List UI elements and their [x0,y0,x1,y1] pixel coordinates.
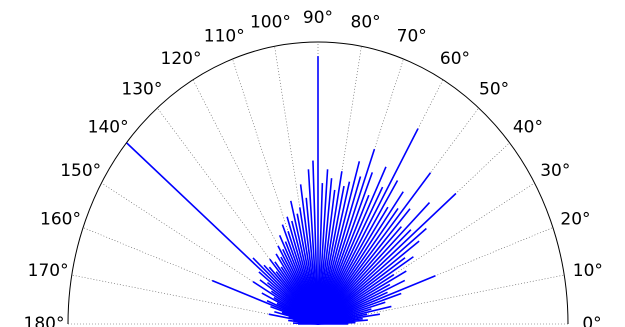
theta-tick-label: 60° [440,49,470,69]
theta-tick-label: 150° [60,161,101,181]
stem [317,275,436,325]
theta-tick-label: 180° [24,314,65,327]
stem [317,191,404,325]
theta-tick-label: 110° [204,26,245,46]
stem [317,172,374,325]
stem [317,180,399,325]
theta-tick-label: 10° [573,261,603,281]
theta-tick-label: 160° [40,209,81,229]
theta-tick-label: 120° [161,49,202,69]
stem [312,160,319,325]
theta-tick-label: 0° [582,314,601,327]
grid-line [274,46,319,325]
stem [125,142,319,325]
grid-line [317,46,362,325]
theta-tick-label: 30° [540,161,570,181]
theta-tick-label: 100° [250,13,291,33]
stem [317,166,387,325]
theta-tick-label: 70° [397,26,427,46]
theta-tick-label: 140° [88,117,129,137]
stem [317,227,427,325]
polar-frame [67,41,569,325]
stem [317,171,343,325]
stem [317,161,361,325]
theta-tick-label: 50° [479,80,509,100]
theta-tick-label: 90° [303,8,333,28]
theta-tick-label: 130° [121,80,162,100]
theta-tick-label: 170° [28,261,69,281]
stem [317,128,419,325]
stem [317,176,362,325]
theta-tick-label: 80° [351,13,381,33]
stem [317,186,384,325]
stem [317,202,431,325]
stem [317,192,457,325]
stem [317,172,432,325]
theta-tick-label: 40° [513,117,543,137]
stem [317,148,376,325]
grid-line [317,142,510,325]
grid-line [317,182,535,325]
grid-line [101,182,319,325]
theta-tick-label: 20° [560,209,590,229]
stem [307,169,319,325]
stem [317,208,411,325]
